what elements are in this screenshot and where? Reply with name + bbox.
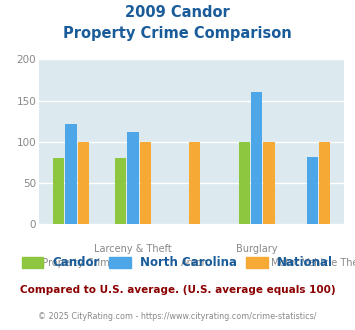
Text: 2009 Candor: 2009 Candor: [125, 5, 230, 20]
Text: Burglary: Burglary: [236, 244, 278, 254]
Legend: Candor, North Carolina, National: Candor, North Carolina, National: [17, 252, 338, 274]
Bar: [140, 142, 151, 224]
Bar: [251, 92, 262, 224]
Bar: [127, 132, 138, 224]
Bar: [78, 142, 89, 224]
Bar: [263, 142, 275, 224]
Text: Property Crime Comparison: Property Crime Comparison: [63, 26, 292, 41]
Bar: [319, 142, 331, 224]
Text: Motor Vehicle Theft: Motor Vehicle Theft: [271, 258, 355, 268]
Bar: [65, 124, 77, 224]
Text: © 2025 CityRating.com - https://www.cityrating.com/crime-statistics/: © 2025 CityRating.com - https://www.city…: [38, 312, 317, 321]
Bar: [239, 142, 250, 224]
Bar: [307, 157, 318, 224]
Text: Compared to U.S. average. (U.S. average equals 100): Compared to U.S. average. (U.S. average …: [20, 285, 335, 295]
Bar: [53, 158, 64, 224]
Bar: [189, 142, 201, 224]
Text: Larceny & Theft: Larceny & Theft: [94, 244, 172, 254]
Bar: [115, 157, 126, 224]
Text: All Property Crime: All Property Crime: [27, 258, 115, 268]
Text: Arson: Arson: [181, 258, 209, 268]
